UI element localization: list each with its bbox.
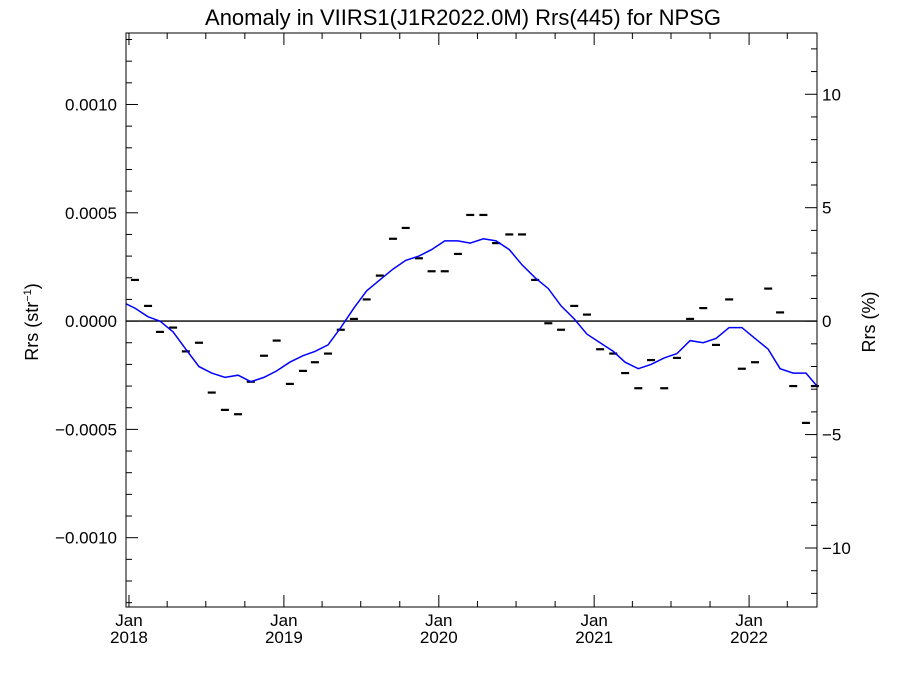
x-tick-year-label: 2019	[265, 628, 303, 647]
x-tick-year-label: 2020	[420, 628, 458, 647]
x-tick-month-label: Jan	[270, 611, 297, 630]
y-right-tick-label: −5	[822, 426, 841, 445]
x-tick-month-label: Jan	[580, 611, 607, 630]
y-left-tick-label: 0.0005	[65, 204, 117, 223]
y-axis-left-label-close: )	[22, 283, 42, 289]
x-tick-month-label: Jan	[425, 611, 452, 630]
axes-layer: 0.0010 0.0005 0.0000 −0.0005 −0.0010 10 5 0 −5 −1…	[55, 33, 851, 647]
y-left-tick-label: −0.0010	[55, 529, 117, 548]
y-axis-right-label: Rrs (%)	[859, 292, 879, 353]
y-right-tick-label: −10	[822, 539, 851, 558]
running-mean-line	[125, 238, 818, 387]
y-right-tick-label: 0	[822, 312, 831, 331]
x-tick-month-label: Jan	[115, 611, 142, 630]
y-axis-left-label: Rrs (str−1)	[22, 283, 42, 361]
x-tick-year-label: 2022	[730, 628, 768, 647]
y-axis-left-label-superscript: −1	[22, 289, 34, 302]
x-tick-month-label: Jan	[735, 611, 762, 630]
y-left-tick-label: 0.0000	[65, 312, 117, 331]
series-layer	[125, 213, 819, 424]
plot-frame	[125, 32, 818, 608]
y-left-tick-label: 0.0010	[65, 95, 117, 114]
y-right-tick-label: 5	[822, 199, 831, 218]
chart-title: Anomaly in VIIRS1(J1R2022.0M) Rrs(445) f…	[205, 5, 721, 30]
y-right-tick-label: 10	[822, 85, 841, 104]
y-axis-left-label-text: Rrs (str	[22, 302, 42, 361]
x-tick-year-label: 2021	[575, 628, 613, 647]
x-tick-year-label: 2018	[110, 628, 148, 647]
y-left-tick-label: −0.0005	[55, 420, 117, 439]
